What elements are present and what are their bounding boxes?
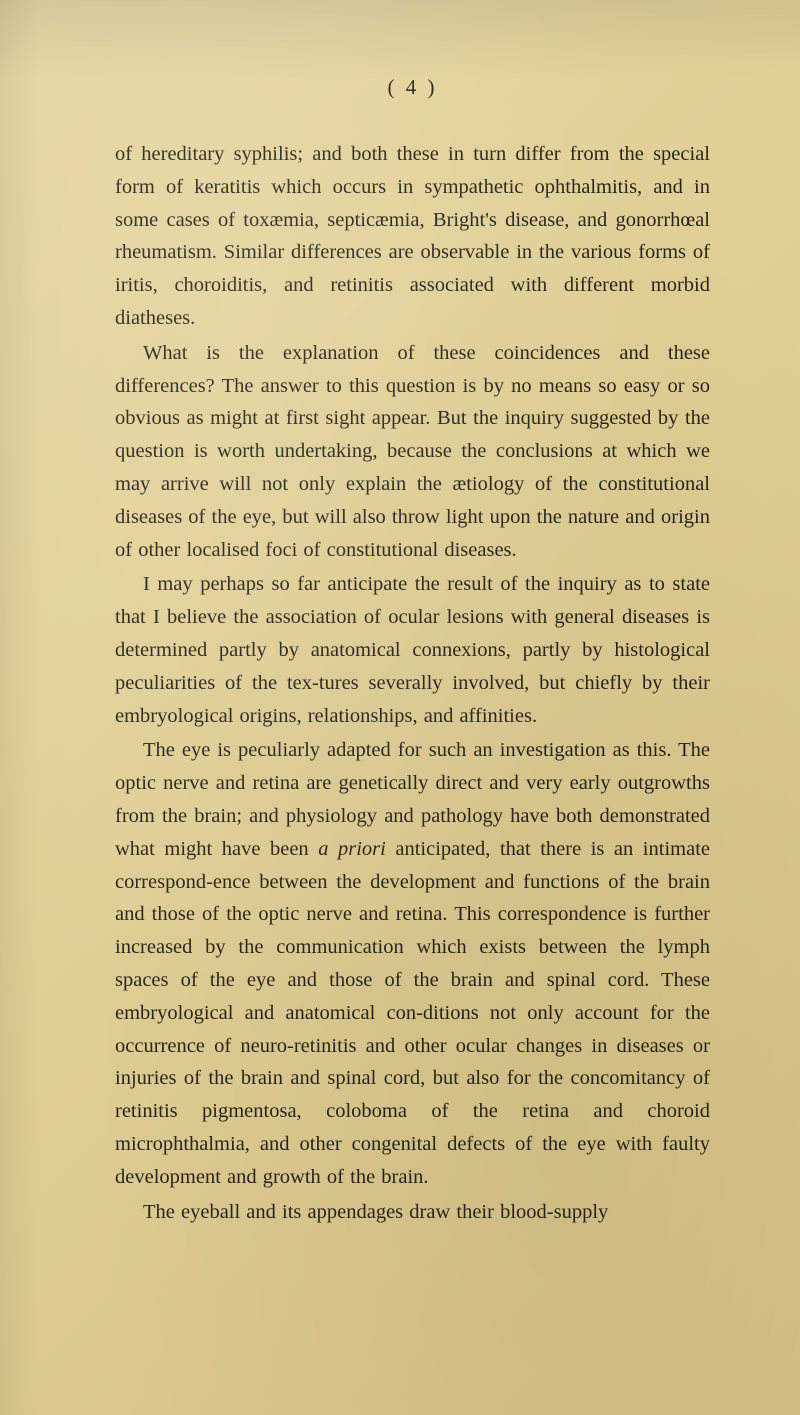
- page-shadow-top: [0, 0, 800, 80]
- page-number: ( 4 ): [115, 75, 710, 100]
- document-page: ( 4 ) of hereditary syphilis; and both t…: [0, 0, 800, 1415]
- paragraph-3: I may perhaps so far anticipate the resu…: [115, 568, 710, 732]
- paragraph-2: What is the explanation of these coincid…: [115, 337, 710, 567]
- paragraph-5: The eyeball and its appendages draw thei…: [115, 1196, 710, 1229]
- italic-phrase: a priori: [318, 838, 386, 860]
- paragraph-4: The eye is peculiarly adapted for such a…: [115, 734, 710, 1193]
- paragraph-1: of hereditary syphilis; and both these i…: [115, 138, 710, 335]
- body-text: of hereditary syphilis; and both these i…: [115, 138, 710, 1228]
- page-shadow-left: [0, 0, 40, 1415]
